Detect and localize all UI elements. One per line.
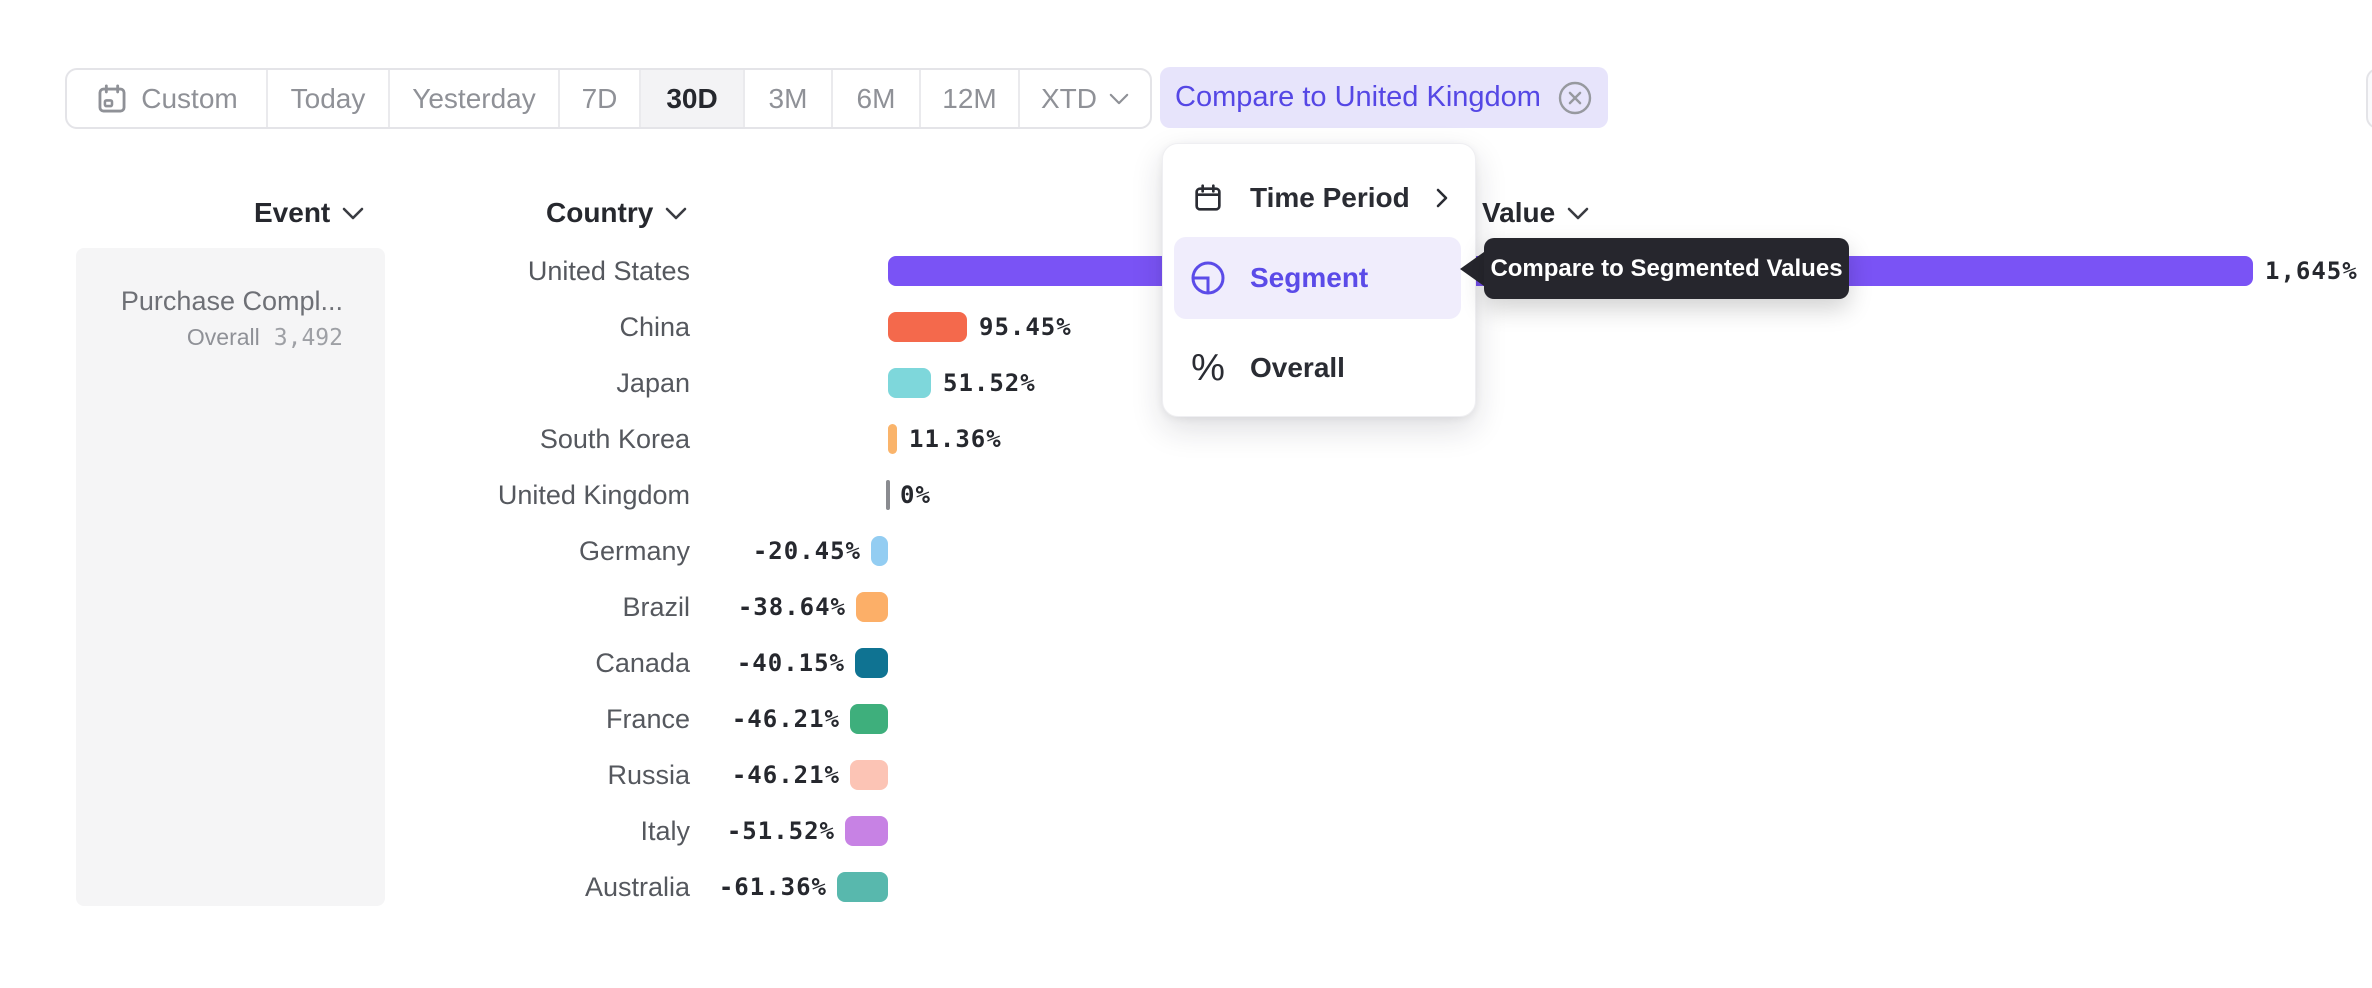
toolbar-item-12m[interactable]: 12M <box>921 70 1020 127</box>
calendar-icon <box>1190 182 1226 214</box>
country-label: United States <box>527 256 690 286</box>
chart-row: South Korea 11.36% <box>0 423 2372 455</box>
event-overall-label: Overall <box>186 324 260 350</box>
value-label: -40.15% <box>736 649 845 677</box>
chart-row: Italy -51.52% <box>0 815 2372 847</box>
value-header-label: Value <box>1482 197 1556 228</box>
value-label: 0% <box>900 481 931 509</box>
value-label: -46.21% <box>731 705 840 733</box>
chart-row: United Kingdom 0% <box>0 479 2372 511</box>
chart-row: Brazil -38.64% <box>0 591 2372 623</box>
chart-row: Russia -46.21% <box>0 759 2372 791</box>
toolbar-item-label: 30D <box>666 82 718 114</box>
country-label: Japan <box>616 368 690 398</box>
menu-item-overall[interactable]: % Overall <box>1163 340 1477 396</box>
toolbar-item-label: Today <box>290 82 366 114</box>
date-range-toolbar: Custom Today Yesterday 7D 30D 3M 6M 12M XTD <box>65 68 1152 129</box>
country-label: Russia <box>607 760 690 790</box>
chart-row: Japan 51.52% <box>0 367 2372 399</box>
chart-row: Canada -40.15% <box>0 647 2372 679</box>
value-label: 95.45% <box>979 313 1072 341</box>
event-header-label: Event <box>254 197 331 228</box>
tooltip: Compare to Segmented Values <box>1460 238 1849 299</box>
tooltip-arrow <box>1460 251 1484 286</box>
chevron-down-icon <box>1109 93 1129 104</box>
percent-icon: % <box>1191 347 1225 389</box>
toolbar-item-label: 7D <box>581 82 618 114</box>
bar-china[interactable] <box>888 312 967 342</box>
chart-row: China 95.45% <box>0 311 2372 343</box>
bar-germany[interactable] <box>871 536 888 566</box>
chart-row: Germany -20.45% <box>0 535 2372 567</box>
bar-south-korea[interactable] <box>888 424 897 454</box>
tooltip-text: Compare to Segmented Values <box>1484 238 1849 299</box>
chevron-down-icon <box>1567 207 1589 219</box>
compare-chip[interactable]: Compare to United Kingdom <box>1160 67 1608 128</box>
toolbar-item-xtd[interactable]: XTD <box>1020 70 1150 127</box>
value-label: -20.45% <box>752 537 861 565</box>
chart-row: France -46.21% <box>0 703 2372 735</box>
chart-row: Australia -61.36% <box>0 871 2372 903</box>
menu-item-segment[interactable]: Segment <box>1174 237 1461 319</box>
value-label: 1,645% <box>2265 257 2358 285</box>
toolbar-item-label: Custom <box>141 82 238 114</box>
bar-brazil[interactable] <box>856 592 888 622</box>
menu-item-label: Segment <box>1250 262 1369 293</box>
toolbar-item-label: 6M <box>856 82 896 114</box>
column-header-value[interactable]: Value <box>1482 196 1589 230</box>
event-overall-value: 3,492 <box>273 325 343 351</box>
menu-item-time-period[interactable]: Time Period <box>1163 170 1477 226</box>
toolbar-item-6m[interactable]: 6M <box>833 70 921 127</box>
toolbar-item-label: Yesterday <box>412 82 536 114</box>
country-label: China <box>619 312 690 342</box>
toolbar-item-label: 3M <box>768 82 808 114</box>
bar-russia[interactable] <box>850 760 888 790</box>
country-label: Canada <box>595 648 690 678</box>
country-label: United Kingdom <box>497 480 690 510</box>
compare-chip-label: Compare to United Kingdom <box>1175 81 1541 113</box>
calendar-icon <box>98 84 126 112</box>
bar-japan[interactable] <box>888 368 931 398</box>
event-name: Purchase Compl... <box>120 286 343 316</box>
toolbar-item-label: 12M <box>942 82 997 114</box>
country-label: Brazil <box>622 592 690 622</box>
menu-item-label: Overall <box>1250 352 1345 383</box>
toolbar-item-yesterday[interactable]: Yesterday <box>390 70 560 127</box>
value-label: -51.52% <box>726 817 835 845</box>
country-header-label: Country <box>546 197 654 228</box>
country-label: Italy <box>640 816 690 846</box>
toolbar-item-today[interactable]: Today <box>268 70 390 127</box>
event-list-item[interactable]: Purchase Compl... Overall 3,492 <box>121 284 343 351</box>
value-label: 51.52% <box>943 369 1036 397</box>
value-label: -61.36% <box>718 873 827 901</box>
chevron-right-icon <box>1435 187 1449 209</box>
toolbar-item-label: XTD <box>1041 82 1097 114</box>
column-header-event[interactable]: Event <box>254 196 364 230</box>
chevron-down-icon <box>666 207 687 219</box>
compare-dropdown-menu: Time Period Segment % Overall <box>1162 143 1476 417</box>
toolbar-item-custom[interactable]: Custom <box>67 70 268 127</box>
zero-baseline-tick <box>886 480 890 510</box>
toolbar-item-30d[interactable]: 30D <box>641 70 745 127</box>
country-label: France <box>605 704 690 734</box>
country-label: South Korea <box>539 424 690 454</box>
column-header-country[interactable]: Country <box>546 196 687 230</box>
chevron-down-icon <box>342 207 364 219</box>
bar-italy[interactable] <box>845 816 888 846</box>
bar-france[interactable] <box>850 704 888 734</box>
bar-australia[interactable] <box>837 872 888 902</box>
country-label: Australia <box>584 872 690 902</box>
value-label: -38.64% <box>737 593 846 621</box>
menu-item-label: Time Period <box>1250 182 1410 213</box>
x-circle-icon[interactable] <box>1557 80 1593 116</box>
segment-icon <box>1190 260 1226 296</box>
country-label: Germany <box>578 536 690 566</box>
toolbar-item-7d[interactable]: 7D <box>560 70 641 127</box>
toolbar-item-3m[interactable]: 3M <box>745 70 833 127</box>
bar-canada[interactable] <box>855 648 888 678</box>
event-panel: Purchase Compl... Overall 3,492 <box>76 248 385 906</box>
value-label: 11.36% <box>909 425 1002 453</box>
value-label: -46.21% <box>731 761 840 789</box>
